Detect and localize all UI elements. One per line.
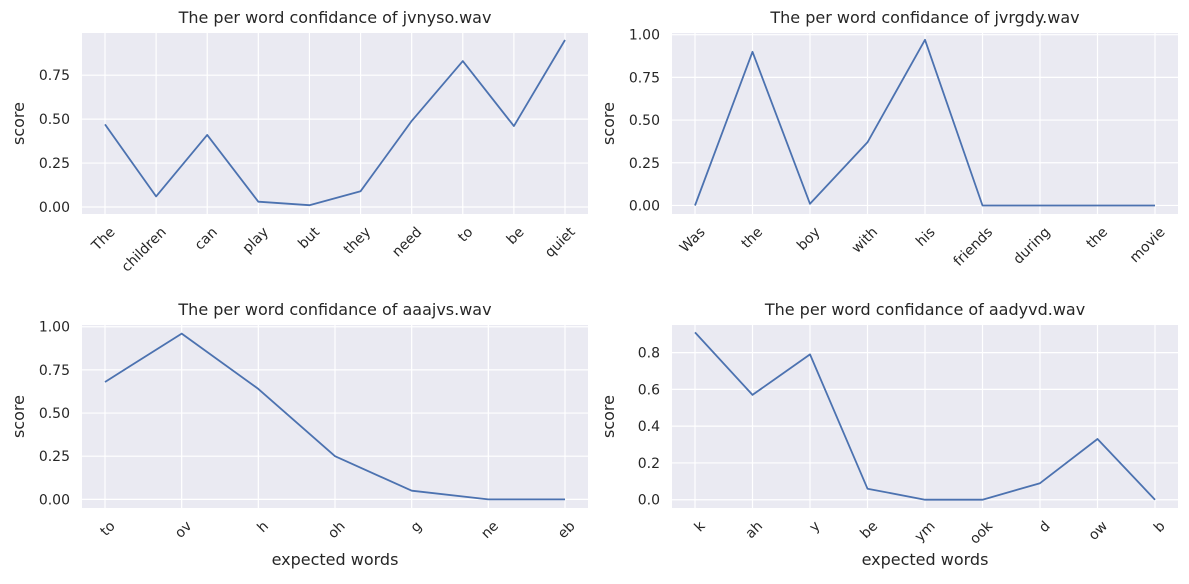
y-tick-label: 0.25 [39,156,70,172]
x-tick-label: ym [912,518,939,545]
x-tick-label: ov [172,518,195,541]
y-tick-label: 0.75 [629,70,660,86]
x-tick-label: with [849,224,881,256]
y-tick-label: 1.00 [629,28,660,44]
y-tick-label: 0.4 [638,419,660,435]
y-tick-label: 1.00 [39,320,70,336]
x-axis-label: expected words [862,550,989,569]
y-tick-label: 0.6 [638,382,660,398]
chart-title: The per word confidance of aadyvd.wav [764,300,1085,319]
y-axis-label: score [599,395,618,438]
y-axis-label: score [9,395,28,438]
y-tick-label: 0.0 [638,493,660,509]
subplot-3: 0.00 0.25 0.50 0.75 1.00 to ov h oh g ne eb The per … [9,300,588,569]
x-tick-label: boy [794,224,824,254]
x-tick-label: ow [1086,518,1111,543]
y-tick-label: 0.50 [39,406,70,422]
series-line [104,39,566,207]
x-tick-label: during [1010,224,1053,267]
x-tick-label: children [119,224,170,275]
x-tick-label: b [1151,518,1169,536]
y-tick-label: 0.75 [39,68,70,84]
x-tick-label: be [504,224,528,248]
x-tick-label: h [254,518,272,536]
x-tick-label: ah [742,518,766,542]
x-tick-label: be [857,518,881,542]
x-tick-label: k [692,518,710,536]
x-tick-label: movie [1127,224,1169,266]
x-tick-label: oh [325,518,349,542]
x-tick-label: The [88,224,118,254]
y-axis-label: score [599,102,618,145]
y-axis-label: score [9,102,28,145]
y-tick-label: 0.8 [638,346,660,362]
x-tick-label: but [295,224,323,252]
x-tick-label: friends [951,224,996,269]
y-tick-label: 0.2 [638,456,660,472]
x-tick-label: the [1084,224,1112,252]
chart-title: The per word confidance of jvnyso.wav [178,8,492,27]
chart-title: The per word confidance of aaajvs.wav [177,300,491,319]
x-tick-label: play [240,224,272,256]
x-axis-label: expected words [272,550,399,569]
y-tick-label: 0.00 [629,198,660,214]
x-tick-label: ne [478,518,502,542]
x-tick-label: quiet [542,224,579,261]
x-tick-label: to [455,224,476,245]
x-tick-label: they [341,224,374,257]
x-tick-label: ook [967,518,997,548]
x-tick-label: Was [677,224,709,256]
subplot-1: 0.00 0.25 0.50 0.75 The children can play but the… [9,8,588,275]
y-tick-label: 0.50 [39,112,70,128]
y-tick-label: 0.75 [39,363,70,379]
y-tick-label: 0.25 [39,449,70,465]
y-tick-label: 0.50 [629,113,660,129]
subplot-4: 0.0 0.2 0.4 0.6 0.8 k ah y be ym ook d ow b The per wo… [599,300,1178,569]
x-tick-label: can [192,224,221,253]
y-tick-label: 0.00 [39,492,70,508]
x-tick-label: d [1036,518,1054,536]
x-tick-label: to [97,518,118,539]
x-tick-label: g [408,518,426,536]
chart-title: The per word confidance of jvrgdy.wav [769,8,1079,27]
x-tick-label: the [739,224,767,252]
x-tick-label: need [389,224,425,260]
x-tick-label: eb [555,518,579,542]
x-tick-label: y [806,518,823,535]
y-tick-label: 0.00 [39,200,70,216]
x-tick-label: his [913,224,939,250]
y-tick-label: 0.25 [629,156,660,172]
